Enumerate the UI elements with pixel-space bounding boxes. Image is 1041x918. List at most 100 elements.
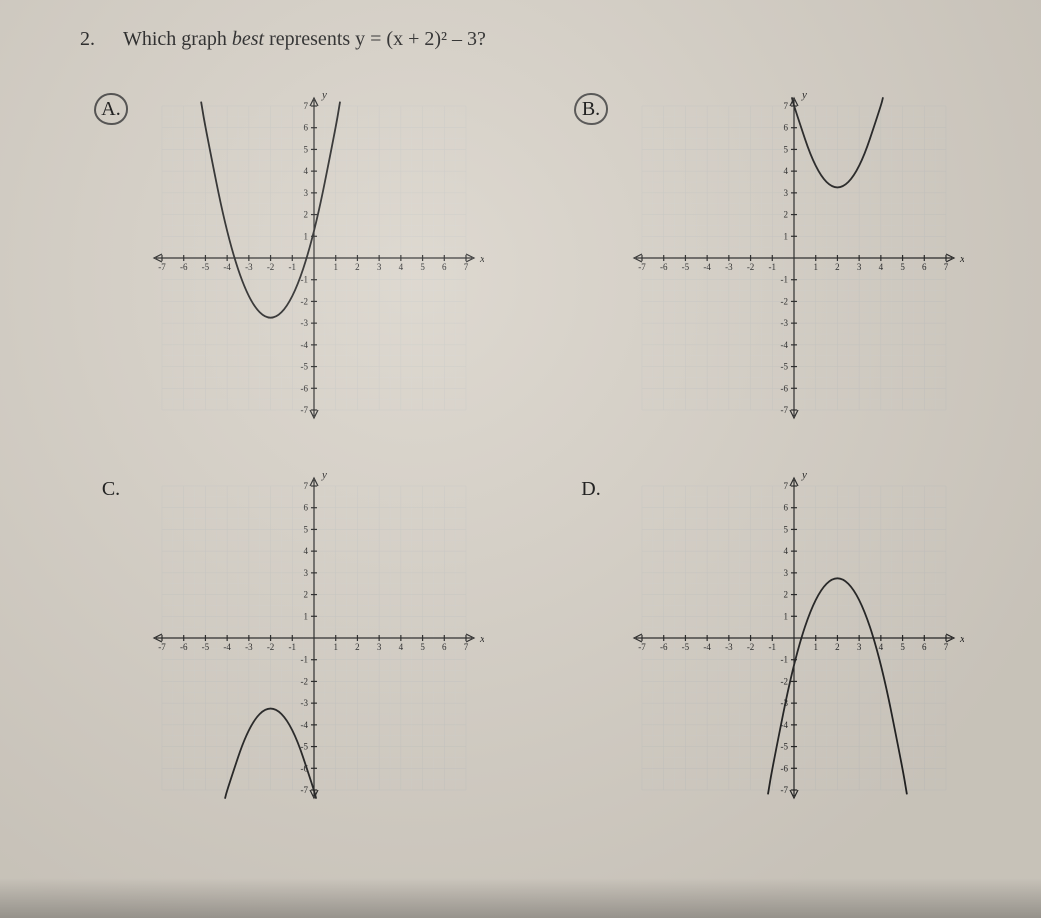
svg-text:3: 3 <box>857 642 862 652</box>
choice-label-A: A. <box>90 88 132 130</box>
svg-text:5: 5 <box>304 524 309 534</box>
emph-word: best <box>232 28 264 50</box>
svg-text:3: 3 <box>377 262 382 272</box>
svg-text:3: 3 <box>304 188 309 198</box>
svg-text:1: 1 <box>304 611 309 621</box>
svg-text:-1: -1 <box>301 655 309 665</box>
svg-text:x: x <box>959 633 964 645</box>
svg-text:7: 7 <box>464 262 469 272</box>
graph-A: -7-6-5-4-3-2-112345671234567-1-2-3-4-5-6… <box>144 88 484 428</box>
svg-text:x: x <box>479 253 484 265</box>
svg-text:-7: -7 <box>158 262 166 272</box>
svg-text:-3: -3 <box>245 642 253 652</box>
svg-text:6: 6 <box>304 123 309 133</box>
choice-label-D: D. <box>570 468 612 510</box>
svg-text:-5: -5 <box>781 362 789 372</box>
svg-text:5: 5 <box>304 144 309 154</box>
svg-text:x: x <box>959 253 964 265</box>
svg-text:-4: -4 <box>703 262 711 272</box>
svg-text:-5: -5 <box>781 742 789 752</box>
svg-text:-5: -5 <box>301 742 309 752</box>
choice-label-C: C. <box>90 468 132 510</box>
svg-text:-5: -5 <box>682 262 690 272</box>
svg-text:-2: -2 <box>301 296 309 306</box>
svg-text:y: y <box>321 469 327 481</box>
choice-D: D. -7-6-5-4-3-2-112345671234567-1-2-3-4-… <box>570 468 990 808</box>
svg-text:6: 6 <box>784 123 789 133</box>
svg-text:4: 4 <box>784 166 789 176</box>
svg-text:3: 3 <box>784 568 789 578</box>
svg-text:6: 6 <box>922 262 927 272</box>
svg-text:4: 4 <box>304 546 309 556</box>
svg-text:-7: -7 <box>638 262 646 272</box>
svg-text:-1: -1 <box>769 642 777 652</box>
svg-text:-2: -2 <box>781 676 789 686</box>
svg-text:5: 5 <box>784 144 789 154</box>
svg-text:-1: -1 <box>289 642 297 652</box>
svg-text:-7: -7 <box>781 405 789 415</box>
svg-text:2: 2 <box>835 262 840 272</box>
choice-B: B. -7-6-5-4-3-2-112345671234567-1-2-3-4-… <box>570 88 990 428</box>
svg-text:2: 2 <box>784 210 789 220</box>
svg-text:7: 7 <box>784 101 789 111</box>
svg-text:1: 1 <box>333 262 338 272</box>
svg-text:-4: -4 <box>703 642 711 652</box>
svg-text:2: 2 <box>355 262 360 272</box>
svg-text:5: 5 <box>420 642 425 652</box>
svg-text:7: 7 <box>464 642 469 652</box>
svg-text:1: 1 <box>813 262 818 272</box>
svg-text:-6: -6 <box>301 383 309 393</box>
svg-text:1: 1 <box>784 231 789 241</box>
choice-grid: A. -7 -6 -5 -4 -3 -2 -1 1 2 3 4 5 6 7 1 2 3 4 5 6 7 -1 -2 -3 -4 -… <box>90 88 990 808</box>
svg-text:-5: -5 <box>682 642 690 652</box>
svg-text:-4: -4 <box>301 720 309 730</box>
svg-text:-2: -2 <box>747 262 755 272</box>
svg-text:-6: -6 <box>660 262 668 272</box>
graph-C: -7-6-5-4-3-2-112345671234567-1-2-3-4-5-6… <box>144 468 484 808</box>
svg-text:7: 7 <box>304 481 309 491</box>
svg-text:-4: -4 <box>223 642 231 652</box>
svg-text:5: 5 <box>784 524 789 534</box>
svg-text:-3: -3 <box>725 642 733 652</box>
svg-text:4: 4 <box>879 262 884 272</box>
svg-text:y: y <box>801 89 807 101</box>
svg-text:-1: -1 <box>781 655 789 665</box>
svg-text:y: y <box>321 89 327 101</box>
svg-text:-3: -3 <box>725 262 733 272</box>
svg-text:4: 4 <box>399 262 404 272</box>
svg-text:7: 7 <box>784 481 789 491</box>
svg-text:-2: -2 <box>267 642 275 652</box>
svg-text:5: 5 <box>900 642 905 652</box>
svg-text:3: 3 <box>784 188 789 198</box>
svg-text:-5: -5 <box>301 362 309 372</box>
svg-text:-1: -1 <box>769 262 777 272</box>
svg-text:-7: -7 <box>301 405 309 415</box>
svg-text:-4: -4 <box>781 340 789 350</box>
svg-text:4: 4 <box>784 546 789 556</box>
svg-text:6: 6 <box>442 642 447 652</box>
svg-text:-2: -2 <box>301 676 309 686</box>
svg-text:-7: -7 <box>158 642 166 652</box>
svg-text:-6: -6 <box>180 262 188 272</box>
svg-text:7: 7 <box>944 262 949 272</box>
svg-text:2: 2 <box>304 210 309 220</box>
svg-text:6: 6 <box>922 642 927 652</box>
question-text: Which graph best represents y = (x + 2)²… <box>123 28 486 51</box>
question-row: 2. Which graph best represents y = (x + … <box>80 28 486 51</box>
svg-text:x: x <box>479 633 484 645</box>
svg-text:1: 1 <box>333 642 338 652</box>
svg-text:3: 3 <box>377 642 382 652</box>
svg-text:-3: -3 <box>781 318 789 328</box>
svg-text:5: 5 <box>900 262 905 272</box>
svg-text:-2: -2 <box>267 262 275 272</box>
svg-text:7: 7 <box>304 101 309 111</box>
svg-text:-1: -1 <box>289 262 297 272</box>
svg-text:3: 3 <box>857 262 862 272</box>
svg-text:-6: -6 <box>781 383 789 393</box>
svg-text:y: y <box>801 469 807 481</box>
svg-text:4: 4 <box>399 642 404 652</box>
choice-C: C. -7-6-5-4-3-2-112345671234567-1-2-3-4-… <box>90 468 510 808</box>
svg-text:-6: -6 <box>660 642 668 652</box>
svg-text:-7: -7 <box>301 785 309 795</box>
question-number: 2. <box>80 28 95 51</box>
